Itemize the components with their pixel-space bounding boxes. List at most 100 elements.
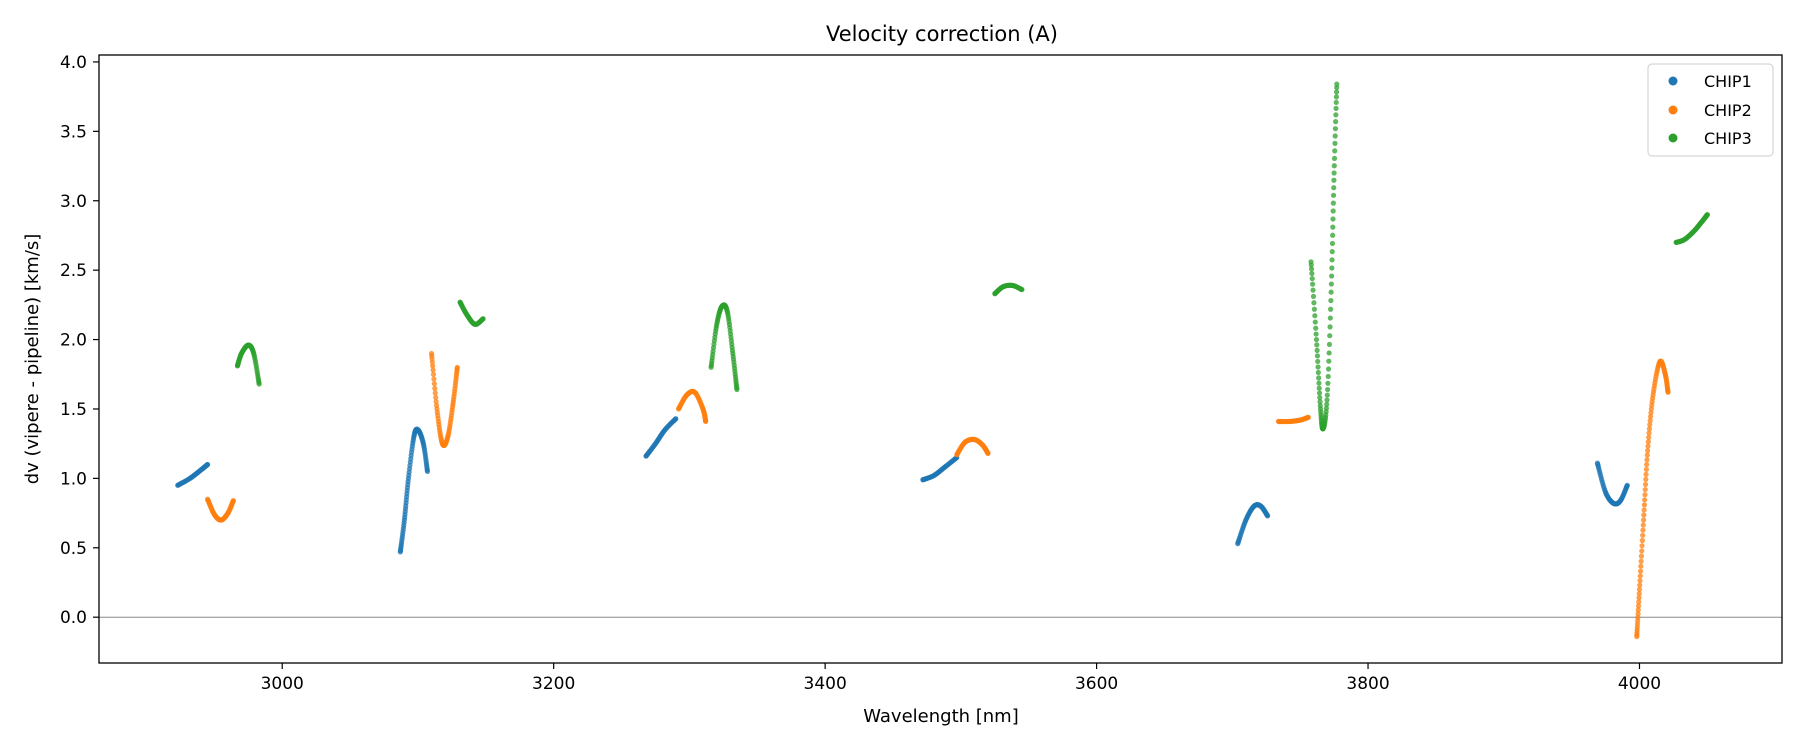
data-point	[1647, 422, 1653, 428]
data-point	[1646, 434, 1652, 440]
data-point	[1310, 281, 1316, 287]
data-point	[1329, 257, 1335, 263]
data-point	[433, 394, 439, 401]
data-point	[1326, 350, 1332, 356]
data-point	[1309, 270, 1315, 277]
data-point	[1637, 568, 1644, 574]
y-tick-label: 2.5	[60, 261, 87, 281]
data-point	[734, 386, 740, 393]
data-point	[703, 418, 709, 425]
data-point	[1328, 281, 1334, 287]
chip2-segment-5	[1275, 414, 1311, 425]
data-point	[1328, 306, 1334, 312]
plot-frame	[98, 54, 1783, 664]
legend: CHIP1 CHIP2 CHIP3	[1647, 63, 1774, 157]
x-axis-label: Wavelength [nm]	[863, 706, 1019, 727]
data-point	[431, 376, 437, 382]
data-point	[1635, 611, 1641, 617]
data-point	[1324, 397, 1330, 403]
data-point	[1333, 94, 1340, 100]
data-point	[1645, 443, 1651, 449]
chip2-segment-1	[204, 496, 236, 523]
plot-area	[99, 81, 1782, 640]
y-axis-label: dv (vipere - pipeline) [km/s]	[22, 234, 43, 485]
data-point	[1316, 390, 1323, 396]
data-point	[673, 416, 679, 422]
chip1-segment-3	[643, 416, 679, 459]
data-point	[1331, 170, 1337, 176]
data-point	[1333, 99, 1339, 106]
data-point	[1317, 399, 1323, 405]
chip2-segment-3	[675, 388, 709, 425]
data-point	[1330, 200, 1336, 206]
chip2-segment-4	[954, 436, 991, 458]
data-point	[1311, 306, 1317, 312]
data-point	[430, 363, 436, 369]
data-point	[1314, 347, 1320, 353]
data-point	[1638, 558, 1644, 564]
data-point	[230, 497, 236, 504]
data-point	[1327, 315, 1333, 321]
data-point	[1333, 119, 1339, 125]
data-point	[1330, 208, 1336, 214]
data-point	[1316, 375, 1322, 381]
data-point	[1645, 448, 1651, 454]
data-point	[1640, 532, 1646, 538]
legend-label-chip3: CHIP3	[1704, 129, 1752, 148]
data-point	[1308, 262, 1314, 268]
data-point	[1333, 105, 1339, 112]
data-point	[1308, 266, 1315, 272]
data-point	[1637, 582, 1643, 588]
data-point	[1312, 313, 1318, 319]
data-point	[1642, 486, 1648, 493]
data-point	[1665, 389, 1671, 395]
data-point	[1325, 380, 1331, 386]
data-point	[1638, 553, 1645, 559]
data-point	[1331, 185, 1337, 191]
data-point	[1327, 324, 1333, 330]
data-point	[1635, 614, 1641, 620]
y-axis: 0.0 0.5 1.0 1.5 2.0 2.5 3.0 3.5 4.0	[60, 53, 99, 628]
y-tick-label: 1.5	[60, 400, 87, 420]
data-point	[1639, 537, 1645, 544]
data-point	[256, 381, 262, 387]
data-point	[454, 364, 460, 370]
chip3-segment-4	[992, 282, 1025, 297]
data-point	[1312, 319, 1318, 325]
x-tick-label: 4000	[1618, 674, 1661, 694]
data-point	[1645, 439, 1651, 445]
data-point	[1333, 112, 1339, 118]
series-chip3	[234, 81, 1710, 432]
data-point	[1647, 418, 1653, 424]
data-point	[1330, 192, 1337, 198]
data-point	[1310, 293, 1317, 299]
chip3-segment-5	[1308, 81, 1340, 432]
data-point	[1331, 177, 1337, 183]
data-point	[1314, 342, 1320, 348]
data-point	[1331, 155, 1338, 161]
data-point	[1325, 366, 1332, 372]
chip3-segment-6	[1673, 212, 1710, 245]
data-point	[1309, 276, 1315, 282]
data-point	[1326, 358, 1332, 364]
data-point	[1329, 273, 1335, 279]
data-point	[1329, 240, 1336, 247]
data-point	[1332, 126, 1339, 132]
data-point	[424, 468, 431, 475]
data-point	[1332, 148, 1338, 154]
chip3-segment-2	[457, 299, 486, 327]
y-tick-label: 3.5	[60, 122, 87, 142]
data-point	[1640, 517, 1647, 523]
x-tick-label: 3800	[1346, 674, 1389, 694]
data-point	[1635, 607, 1641, 613]
data-point	[1636, 599, 1642, 605]
x-tick-label: 3000	[261, 674, 304, 694]
data-point	[1305, 414, 1311, 420]
data-point	[1641, 502, 1648, 508]
data-point	[1332, 140, 1338, 146]
data-point	[480, 316, 486, 322]
legend-marker-chip3	[1668, 133, 1678, 143]
data-point	[1330, 232, 1336, 238]
y-tick-label: 3.0	[60, 192, 87, 212]
data-point	[1326, 341, 1333, 348]
